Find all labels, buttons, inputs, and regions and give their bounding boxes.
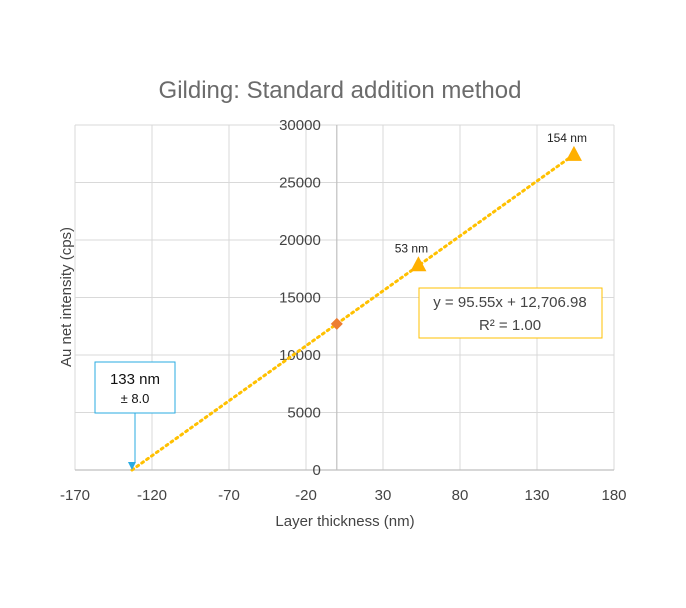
callout-value: 133 nm — [110, 371, 160, 388]
y-tick-label: 15000 — [279, 290, 321, 307]
y-axis-label: Au net intensity (cps) — [58, 227, 75, 367]
x-tick-label: 30 — [375, 487, 392, 504]
data-label: 154 nm — [547, 131, 587, 145]
chart-title: Gilding: Standard addition method — [159, 77, 522, 104]
trend-r2: R² = 1.00 — [479, 317, 541, 334]
x-tick-label: 130 — [524, 487, 549, 504]
equation-box: y = 95.55x + 12,706.98 R² = 1.00 — [418, 287, 603, 339]
x-tick-label: -20 — [295, 487, 317, 504]
data-labels: 53 nm 154 nm — [395, 131, 587, 255]
y-tick-label: 0 — [312, 462, 320, 479]
x-tick-label: -70 — [218, 487, 240, 504]
callout-uncertainty: ± 8.0 — [121, 391, 150, 406]
y-tick-label: 30000 — [279, 117, 321, 134]
trendline-group — [130, 153, 576, 472]
data-label: 53 nm — [395, 241, 428, 255]
data-point-triangle — [410, 256, 427, 272]
y-tick-label: 10000 — [279, 347, 321, 364]
y-tick-label: 5000 — [287, 405, 320, 422]
tick-labels: -170 -120 -70 -20 30 80 130 180 0 5000 10000 15000 2… — [60, 117, 627, 504]
x-tick-label: -120 — [137, 487, 167, 504]
data-point-triangle — [565, 145, 582, 161]
data-marks — [127, 145, 582, 470]
x-tick-label: -170 — [60, 487, 90, 504]
x-intercept-marker — [127, 462, 136, 470]
x-axis-label: Layer thickness (nm) — [275, 513, 414, 530]
trend-equation: y = 95.55x + 12,706.98 — [433, 294, 586, 311]
y-tick-label: 25000 — [279, 175, 321, 192]
x-tick-label: 180 — [601, 487, 626, 504]
data-point-diamond — [330, 317, 343, 330]
x-tick-label: 80 — [452, 487, 469, 504]
y-tick-label: 20000 — [279, 232, 321, 249]
trendline — [130, 153, 576, 472]
thickness-callout: 133 nm ± 8.0 — [94, 361, 176, 462]
